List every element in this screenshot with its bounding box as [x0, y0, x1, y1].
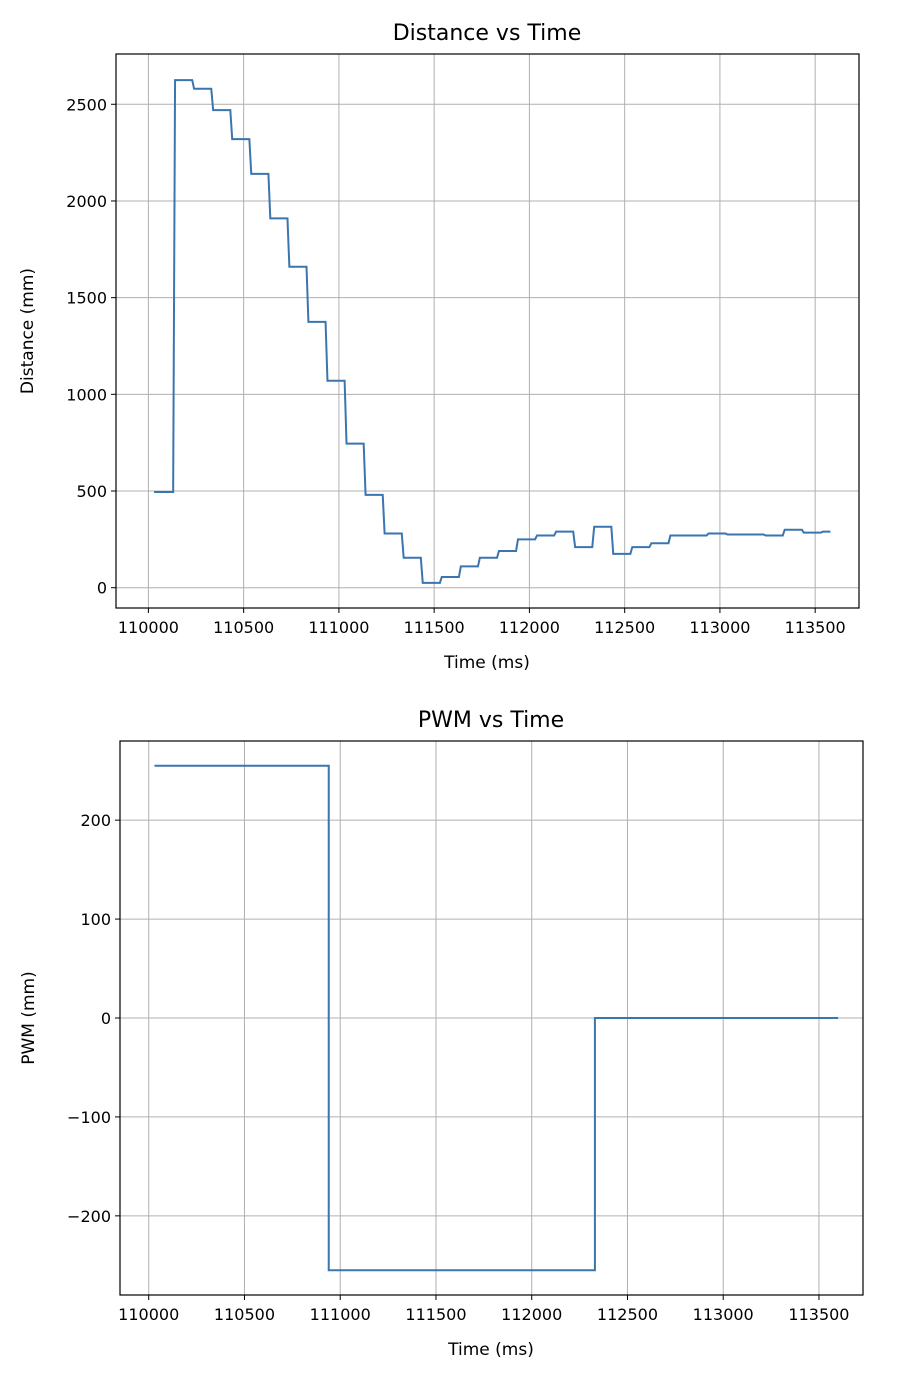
distance-series	[154, 79, 831, 584]
pwm-y-tick-label: 0	[101, 1009, 111, 1028]
pwm-x-tick-label: 111500	[405, 1305, 466, 1324]
distance-x-tick-label: 111500	[404, 618, 465, 637]
distance-x-axis-label: Time (ms)	[443, 653, 530, 673]
distance-x-tick-label: 113000	[689, 618, 750, 637]
pwm-x-axis-label: Time (ms)	[447, 1340, 534, 1360]
pwm-ticks: 110000 110500 111000 111500 112000 112500 1130…	[67, 811, 849, 1324]
distance-grid	[116, 54, 859, 608]
distance-y-tick-label: 0	[97, 579, 107, 598]
pwm-series-line	[154, 764, 839, 1272]
distance-y-axis-label: Distance (mm)	[18, 268, 38, 394]
distance-plot-frame	[115, 53, 860, 609]
pwm-y-tick-label: 100	[80, 910, 111, 929]
distance-chart: Distance vs Time 110000 110500 111000 11150…	[18, 21, 860, 673]
distance-y-tick-label: 2000	[66, 192, 107, 211]
distance-x-tick-label: 111000	[308, 618, 369, 637]
pwm-series	[154, 764, 839, 1272]
pwm-x-tick-label: 110500	[214, 1305, 275, 1324]
pwm-chart-title: PWM vs Time	[418, 708, 564, 733]
distance-x-tick-label: 112000	[499, 618, 560, 637]
distance-x-tick-label: 110000	[118, 618, 179, 637]
pwm-x-tick-label: 111000	[310, 1305, 371, 1324]
distance-chart-title: Distance vs Time	[393, 21, 582, 46]
distance-x-tick-label: 112500	[594, 618, 655, 637]
pwm-x-tick-label: 110000	[118, 1305, 179, 1324]
pwm-y-tick-label: 200	[80, 811, 111, 830]
distance-y-tick-label: 500	[76, 482, 107, 501]
distance-series-line	[154, 79, 831, 584]
pwm-chart: PWM vs Time 110000 110500 111000 111500 1120…	[19, 708, 864, 1360]
pwm-x-tick-label: 112500	[597, 1305, 658, 1324]
distance-x-tick-label: 110500	[213, 618, 274, 637]
pwm-y-axis-label: PWM (mm)	[19, 971, 39, 1065]
pwm-x-tick-label: 113500	[788, 1305, 849, 1324]
pwm-x-tick-label: 112000	[501, 1305, 562, 1324]
pwm-x-tick-label: 113000	[693, 1305, 754, 1324]
distance-x-tick-label: 113500	[785, 618, 846, 637]
distance-y-tick-label: 1500	[66, 289, 107, 308]
distance-ticks: 110000 110500 111000 111500 112000 112500 1130…	[66, 95, 845, 637]
distance-y-tick-label: 1000	[66, 385, 107, 404]
pwm-y-tick-label: −200	[67, 1207, 111, 1226]
pwm-y-tick-label: −100	[67, 1108, 111, 1127]
distance-y-tick-label: 2500	[66, 95, 107, 114]
